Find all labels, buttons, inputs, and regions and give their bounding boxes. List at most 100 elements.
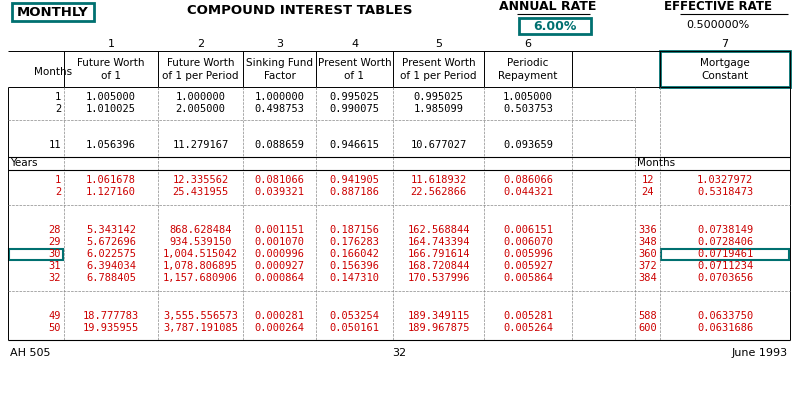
Text: 6.00%: 6.00% xyxy=(533,20,577,34)
Text: 11.618932: 11.618932 xyxy=(410,175,467,185)
Text: 162.568844: 162.568844 xyxy=(407,225,470,235)
Text: 3: 3 xyxy=(276,39,283,49)
Text: 0.044321: 0.044321 xyxy=(503,187,553,197)
Text: 5: 5 xyxy=(435,39,442,49)
Text: 189.349115: 189.349115 xyxy=(407,311,470,321)
Text: 1.000000: 1.000000 xyxy=(176,92,226,102)
Text: 0.093659: 0.093659 xyxy=(503,140,553,150)
Text: 189.967875: 189.967875 xyxy=(407,323,470,333)
Text: 18.777783: 18.777783 xyxy=(83,311,139,321)
Text: Mortgage: Mortgage xyxy=(700,58,750,68)
Text: 11: 11 xyxy=(49,140,61,150)
Bar xyxy=(660,51,790,87)
Text: 29: 29 xyxy=(49,237,61,247)
Text: 1: 1 xyxy=(108,39,114,49)
Text: 4: 4 xyxy=(351,39,358,49)
Text: 0.946615: 0.946615 xyxy=(330,140,380,150)
Text: 50: 50 xyxy=(49,323,61,333)
Text: COMPOUND INTEREST TABLES: COMPOUND INTEREST TABLES xyxy=(188,3,413,17)
Text: 0.5318473: 0.5318473 xyxy=(697,187,753,197)
Text: 0.0719461: 0.0719461 xyxy=(697,249,753,259)
Text: 24: 24 xyxy=(642,187,654,197)
Text: of 1: of 1 xyxy=(101,71,121,81)
Text: 6.022575: 6.022575 xyxy=(86,249,136,259)
Text: 1.005000: 1.005000 xyxy=(503,92,553,102)
Text: 5.343142: 5.343142 xyxy=(86,225,136,235)
Text: of 1: of 1 xyxy=(345,71,365,81)
Text: 1.061678: 1.061678 xyxy=(86,175,136,185)
Text: 3,555.556573: 3,555.556573 xyxy=(163,311,238,321)
Text: Months: Months xyxy=(34,67,72,77)
Text: 1,078.806895: 1,078.806895 xyxy=(163,261,238,271)
Text: 170.537996: 170.537996 xyxy=(407,273,470,283)
Text: 166.791614: 166.791614 xyxy=(407,249,470,259)
Text: 10.677027: 10.677027 xyxy=(410,140,467,150)
Text: 0.005996: 0.005996 xyxy=(503,249,553,259)
Text: Periodic: Periodic xyxy=(508,58,549,68)
Text: of 1 per Period: of 1 per Period xyxy=(162,71,239,81)
Text: 1.056396: 1.056396 xyxy=(86,140,136,150)
Text: 0.995025: 0.995025 xyxy=(413,92,464,102)
Text: 0.005281: 0.005281 xyxy=(503,311,553,321)
Text: 0.088659: 0.088659 xyxy=(255,140,305,150)
Text: EFFECTIVE RATE: EFFECTIVE RATE xyxy=(664,0,772,12)
Text: Factor: Factor xyxy=(263,71,295,81)
Text: 28: 28 xyxy=(49,225,61,235)
Text: AH 505: AH 505 xyxy=(10,348,50,358)
Text: 32: 32 xyxy=(49,273,61,283)
Text: 0.503753: 0.503753 xyxy=(503,104,553,114)
Text: 1.127160: 1.127160 xyxy=(86,187,136,197)
Text: Repayment: Repayment xyxy=(498,71,558,81)
Text: 2.005000: 2.005000 xyxy=(176,104,226,114)
Text: 6.788405: 6.788405 xyxy=(86,273,136,283)
Bar xyxy=(661,249,789,260)
Text: 0.000996: 0.000996 xyxy=(255,249,305,259)
Text: 22.562866: 22.562866 xyxy=(410,187,467,197)
Text: 600: 600 xyxy=(638,323,657,333)
Text: Years: Years xyxy=(10,158,38,168)
Text: 1.005000: 1.005000 xyxy=(86,92,136,102)
Bar xyxy=(519,18,591,34)
Text: 0.0631686: 0.0631686 xyxy=(697,323,753,333)
Text: 7: 7 xyxy=(721,39,729,49)
Text: 0.0728406: 0.0728406 xyxy=(697,237,753,247)
Text: 0.001070: 0.001070 xyxy=(255,237,305,247)
Text: 336: 336 xyxy=(638,225,657,235)
Text: 0.176283: 0.176283 xyxy=(330,237,380,247)
Text: Future Worth: Future Worth xyxy=(77,58,144,68)
Text: 0.500000%: 0.500000% xyxy=(686,20,749,30)
Text: June 1993: June 1993 xyxy=(732,348,788,358)
Text: 25.431955: 25.431955 xyxy=(172,187,228,197)
Text: 11.279167: 11.279167 xyxy=(172,140,228,150)
Text: 168.720844: 168.720844 xyxy=(407,261,470,271)
Text: 6.394034: 6.394034 xyxy=(86,261,136,271)
Text: 0.086066: 0.086066 xyxy=(503,175,553,185)
Text: 1.010025: 1.010025 xyxy=(86,104,136,114)
Text: 2: 2 xyxy=(55,104,61,114)
Text: 1,157.680906: 1,157.680906 xyxy=(163,273,238,283)
Text: 12.335562: 12.335562 xyxy=(172,175,228,185)
Text: 0.156396: 0.156396 xyxy=(330,261,380,271)
Text: 0.0703656: 0.0703656 xyxy=(697,273,753,283)
Text: 6: 6 xyxy=(524,39,531,49)
Bar xyxy=(9,249,63,260)
Text: 0.005264: 0.005264 xyxy=(503,323,553,333)
Text: 3,787.191085: 3,787.191085 xyxy=(163,323,238,333)
Text: 1.985099: 1.985099 xyxy=(413,104,464,114)
Text: 0.887186: 0.887186 xyxy=(330,187,380,197)
Text: 0.0738149: 0.0738149 xyxy=(697,225,753,235)
Text: 0.000264: 0.000264 xyxy=(255,323,305,333)
Text: 0.0711234: 0.0711234 xyxy=(697,261,753,271)
Text: 0.050161: 0.050161 xyxy=(330,323,380,333)
Text: 588: 588 xyxy=(638,311,657,321)
Text: 934.539150: 934.539150 xyxy=(169,237,231,247)
Text: 30: 30 xyxy=(49,249,61,259)
Text: 348: 348 xyxy=(638,237,657,247)
Text: 0.000927: 0.000927 xyxy=(255,261,305,271)
Text: 0.001151: 0.001151 xyxy=(255,225,305,235)
Text: 360: 360 xyxy=(638,249,657,259)
Text: 0.000281: 0.000281 xyxy=(255,311,305,321)
Text: 31: 31 xyxy=(49,261,61,271)
Text: Present Worth: Present Worth xyxy=(318,58,391,68)
Text: 868.628484: 868.628484 xyxy=(169,225,231,235)
